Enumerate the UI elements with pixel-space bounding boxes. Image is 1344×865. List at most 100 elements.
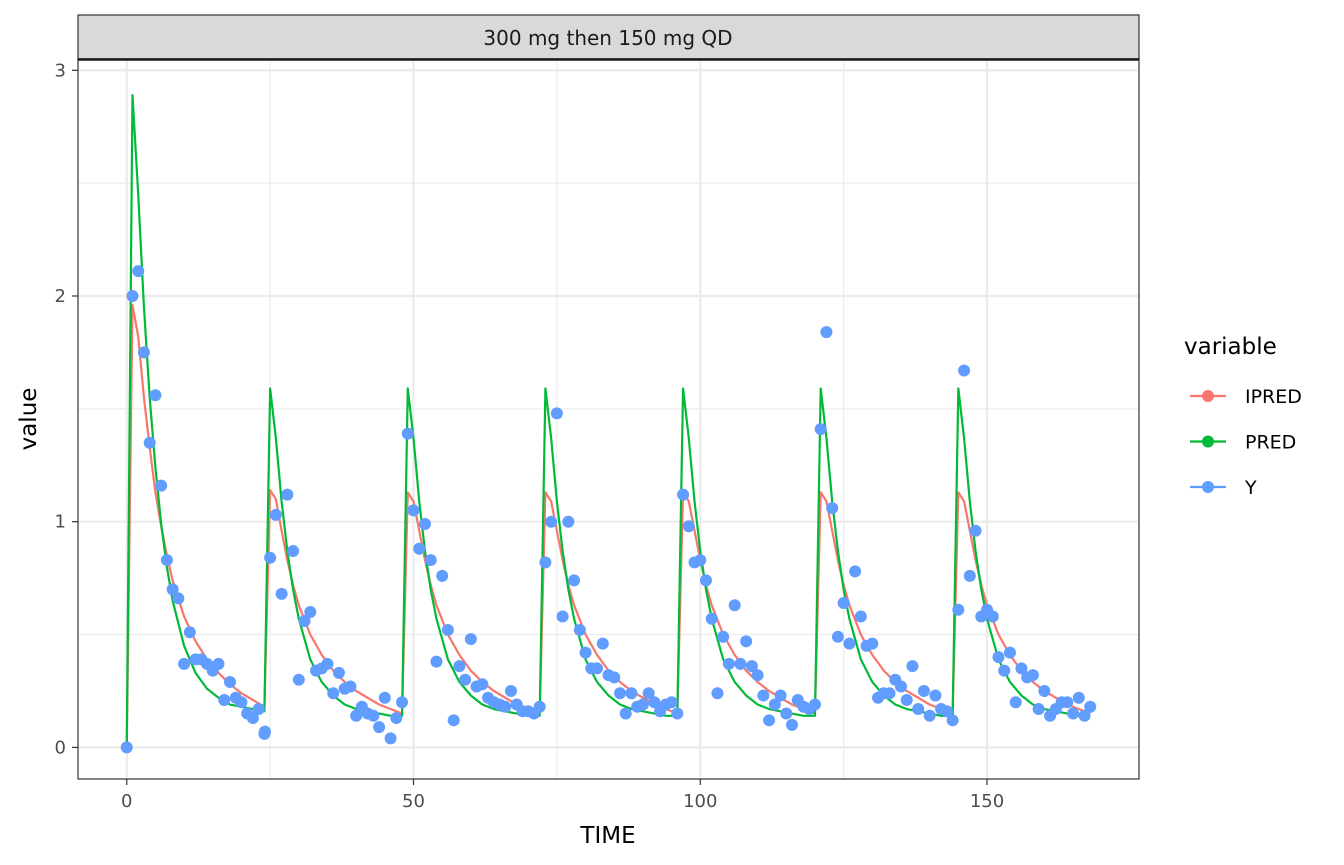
x-tick-label: 100: [683, 791, 717, 812]
legend-label-y: Y: [1244, 477, 1257, 499]
data-point-y: [642, 687, 655, 700]
x-tick-label: 0: [121, 791, 132, 812]
data-point-y: [321, 657, 334, 670]
data-point-y: [619, 707, 632, 720]
facet-strip: [77, 14, 1140, 60]
data-point-y: [952, 603, 965, 616]
data-point-y: [160, 554, 173, 567]
data-point-y: [430, 655, 443, 668]
data-point-y: [269, 508, 282, 521]
data-point-y: [350, 709, 363, 722]
data-point-y: [183, 626, 196, 639]
data-point-y: [556, 610, 569, 623]
data-point-y: [424, 554, 437, 567]
data-point-y: [390, 712, 403, 725]
data-point-y: [722, 657, 735, 670]
data-point-y: [143, 436, 156, 449]
data-point-y: [287, 545, 300, 558]
data-point-y: [843, 637, 856, 650]
data-point-y: [820, 326, 833, 339]
data-point-y: [396, 696, 409, 709]
data-point-y: [332, 666, 345, 679]
data-point-y: [596, 637, 609, 650]
data-point-y: [648, 696, 661, 709]
data-point-y: [384, 732, 397, 745]
data-point-y: [831, 630, 844, 643]
x-tick-label: 150: [970, 791, 1004, 812]
data-point-y: [436, 569, 449, 582]
data-point-y: [837, 596, 850, 609]
legend-key-point-pred: [1202, 435, 1214, 448]
data-point-y: [407, 504, 420, 517]
legend-label-pred: PRED: [1245, 432, 1296, 454]
data-point-y: [264, 551, 277, 564]
data-point-y: [625, 687, 638, 700]
data-point-y: [763, 714, 776, 727]
data-point-y: [780, 707, 793, 720]
data-point-y: [505, 684, 518, 697]
legend-title: variable: [1184, 334, 1277, 360]
data-point-y: [568, 574, 581, 587]
data-point-y: [774, 689, 787, 702]
major-gridlines: [78, 59, 1139, 779]
data-point-y: [923, 709, 936, 722]
data-point-y: [751, 669, 764, 682]
data-point-y: [1078, 709, 1091, 722]
data-point-y: [1061, 696, 1074, 709]
data-point-y: [166, 583, 179, 596]
data-point-y: [441, 624, 454, 637]
data-point-y: [275, 587, 288, 600]
data-point-y: [246, 712, 259, 725]
data-point-y: [866, 637, 879, 650]
data-point-y: [579, 646, 592, 659]
data-point-y: [1026, 669, 1039, 682]
x-tick-label: 50: [402, 791, 425, 812]
data-point-y: [929, 689, 942, 702]
data-point-y: [677, 488, 690, 501]
data-point-y: [418, 517, 431, 530]
data-point-y: [281, 488, 294, 501]
data-point-y: [120, 741, 133, 754]
data-point-y: [304, 605, 317, 618]
legend-label-ipred: IPRED: [1245, 386, 1302, 408]
data-point-y: [682, 520, 695, 533]
data-point-y: [854, 610, 867, 623]
data-point-y: [906, 660, 919, 673]
data-point-y: [459, 673, 472, 686]
data-point-y: [608, 671, 621, 684]
data-point-y: [912, 703, 925, 716]
data-point-y: [545, 515, 558, 528]
data-point-y: [539, 556, 552, 569]
legend-key-point-y: [1202, 481, 1214, 493]
data-point-y: [591, 662, 604, 675]
data-point-y: [453, 660, 466, 673]
data-point-y: [258, 725, 271, 738]
legend-key-point-ipred: [1202, 390, 1214, 402]
data-point-y: [413, 542, 426, 555]
data-point-y: [986, 610, 999, 623]
facet-label: 300 mg then 150 mg QD: [483, 26, 732, 50]
y-tick-label: 1: [55, 512, 66, 533]
data-point-y: [958, 364, 971, 377]
data-point-y: [814, 423, 827, 436]
data-point-y: [1032, 703, 1045, 716]
data-point-y: [373, 721, 386, 734]
data-point-y: [126, 289, 139, 302]
data-point-y: [613, 687, 626, 700]
data-point-y: [149, 389, 162, 402]
x-axis-title: TIME: [579, 823, 635, 849]
data-point-y: [367, 709, 380, 722]
data-point-y: [699, 574, 712, 587]
data-point-y: [717, 630, 730, 643]
data-point-y: [218, 694, 231, 707]
data-point-y: [808, 698, 821, 711]
data-point-y: [533, 700, 546, 713]
data-point-y: [1015, 662, 1028, 675]
y-tick-label: 2: [55, 286, 66, 307]
data-point-y: [464, 633, 477, 646]
y-tick-label: 0: [55, 737, 66, 758]
data-point-y: [963, 569, 976, 582]
data-point-y: [768, 698, 781, 711]
data-point-y: [894, 680, 907, 693]
